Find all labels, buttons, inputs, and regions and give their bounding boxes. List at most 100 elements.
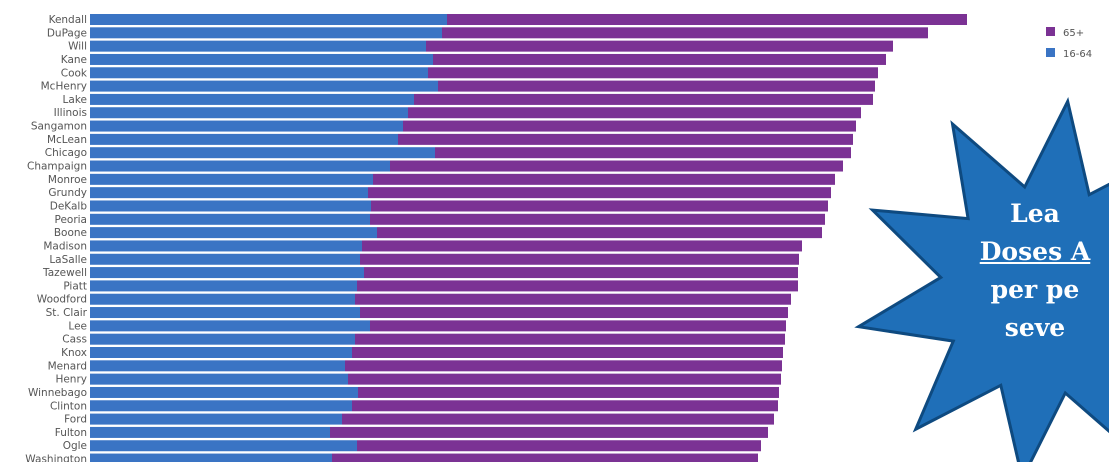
bar-65-washington xyxy=(332,453,758,462)
bar-65-kendall xyxy=(447,14,967,25)
category-label-cass: Cass xyxy=(62,334,87,346)
bar-16-64-tazewell xyxy=(90,267,364,279)
bar-65-piatt xyxy=(357,280,798,292)
category-label-woodford: Woodford xyxy=(37,294,87,306)
bar-65-sangamon xyxy=(403,120,856,132)
category-label-kendall: Kendall xyxy=(49,14,87,26)
bar-16-64-boone xyxy=(90,227,377,239)
bar-16-64-champaign xyxy=(90,160,390,172)
category-label-mclean: McLean xyxy=(47,134,87,146)
legend-swatch-65 xyxy=(1046,27,1055,36)
category-label-sangamon: Sangamon xyxy=(31,121,87,133)
category-label-ford: Ford xyxy=(64,414,87,426)
badge-line-1: Lea xyxy=(1010,199,1060,228)
category-label-kane: Kane xyxy=(61,54,87,66)
bar-65-champaign xyxy=(390,160,843,172)
bar-65-mchenry xyxy=(438,80,875,92)
bar-65-chicago xyxy=(435,147,851,159)
category-label-peoria: Peoria xyxy=(54,214,87,226)
bar-16-64-piatt xyxy=(90,280,357,292)
category-label-clinton: Clinton xyxy=(50,400,87,412)
bar-65-dekalb xyxy=(371,200,828,212)
category-label-st-clair: St. Clair xyxy=(46,307,88,319)
category-label-mchenry: McHenry xyxy=(41,81,87,93)
bar-65-cook xyxy=(428,67,878,79)
bar-65-henry xyxy=(348,373,781,385)
category-label-chicago: Chicago xyxy=(45,147,87,159)
bar-16-64-ogle xyxy=(90,440,357,452)
bar-16-64-mchenry xyxy=(90,80,438,92)
bar-65-peoria xyxy=(370,213,825,225)
category-label-menard: Menard xyxy=(48,360,87,372)
badge-text: Lea Doses A per pe seve xyxy=(955,195,1109,347)
bar-65-boone xyxy=(377,227,822,239)
bar-16-64-lee xyxy=(90,320,370,332)
bar-16-64-will xyxy=(90,40,426,52)
bar-16-64-madison xyxy=(90,240,362,252)
legend-label-65: 65+ xyxy=(1063,28,1084,39)
category-label-lake: Lake xyxy=(63,94,87,106)
bar-65-ford xyxy=(342,413,774,425)
bar-16-64-winnebago xyxy=(90,386,358,398)
bar-65-st-clair xyxy=(360,307,788,319)
category-label-illinois: Illinois xyxy=(54,107,87,119)
bar-16-64-grundy xyxy=(90,187,368,199)
bar-65-lake xyxy=(414,93,873,105)
category-label-champaign: Champaign xyxy=(27,161,87,173)
bars-group xyxy=(90,14,967,462)
bar-65-will xyxy=(426,40,893,52)
bar-16-64-lasalle xyxy=(90,253,360,265)
bar-65-cass xyxy=(355,333,785,345)
bar-16-64-ford xyxy=(90,413,342,425)
bar-65-tazewell xyxy=(364,267,798,279)
category-label-knox: Knox xyxy=(61,347,87,359)
bar-16-64-chicago xyxy=(90,147,435,159)
category-label-lee: Lee xyxy=(68,320,87,332)
category-label-tazewell: Tazewell xyxy=(42,267,87,279)
bar-16-64-st-clair xyxy=(90,307,360,319)
bar-65-mclean xyxy=(398,133,853,145)
bar-65-lee xyxy=(370,320,786,332)
badge-line-2: Doses A xyxy=(979,237,1091,266)
bar-65-illinois xyxy=(408,107,861,119)
bar-65-kane xyxy=(433,53,886,65)
bar-65-fulton xyxy=(330,426,768,438)
bar-16-64-cass xyxy=(90,333,355,345)
bar-16-64-fulton xyxy=(90,426,330,438)
bar-65-winnebago xyxy=(358,386,779,398)
bar-16-64-clinton xyxy=(90,400,352,412)
bar-65-monroe xyxy=(373,173,835,185)
bar-16-64-illinois xyxy=(90,107,408,119)
bar-16-64-kendall xyxy=(90,14,447,25)
bar-16-64-peoria xyxy=(90,213,370,225)
bar-16-64-washington xyxy=(90,453,332,462)
category-label-ogle: Ogle xyxy=(63,440,87,452)
category-label-grundy: Grundy xyxy=(48,187,87,199)
badge-line-4: seve xyxy=(1004,313,1066,342)
category-label-cook: Cook xyxy=(61,67,88,79)
bar-16-64-dekalb xyxy=(90,200,371,212)
legend-swatch-16-64 xyxy=(1046,48,1055,57)
legend-label-16-64: 16-64 xyxy=(1063,49,1092,60)
category-label-madison: Madison xyxy=(43,240,87,252)
category-label-piatt: Piatt xyxy=(63,280,87,292)
starburst-badge xyxy=(854,97,1109,462)
bar-16-64-dupage xyxy=(90,27,442,39)
category-label-lasalle: LaSalle xyxy=(49,254,87,266)
bar-16-64-knox xyxy=(90,347,352,358)
bar-65-menard xyxy=(345,360,782,372)
bar-65-woodford xyxy=(355,293,791,305)
bar-65-clinton xyxy=(352,400,778,412)
category-label-winnebago: Winnebago xyxy=(28,387,87,399)
bar-16-64-cook xyxy=(90,67,428,79)
bar-16-64-menard xyxy=(90,360,345,372)
bar-16-64-monroe xyxy=(90,173,373,185)
legend: 65+ 16-64 xyxy=(1046,27,1092,60)
bar-65-grundy xyxy=(368,187,831,199)
bar-16-64-mclean xyxy=(90,133,398,145)
bar-16-64-kane xyxy=(90,53,433,65)
bar-65-ogle xyxy=(357,440,761,452)
category-label-will: Will xyxy=(68,41,87,53)
